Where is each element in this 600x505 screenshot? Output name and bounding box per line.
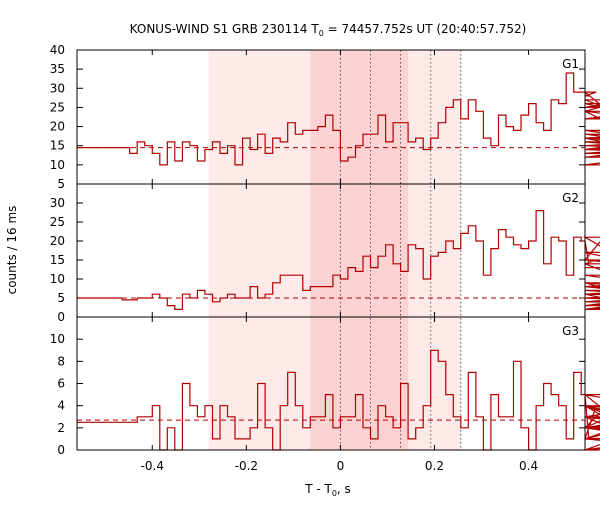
y-tick-label-G3-2: 2 [57,421,65,435]
panel-G2: 0 5 10 15 20 25 30 G2 [50,183,600,324]
panel-frame-G3 [76,316,586,451]
panel-label-G1: G1 [562,57,579,71]
y-tick-label-G2-30: 30 [50,196,65,210]
y-tick-label-G1-20: 20 [50,120,65,134]
lightcurve-G2 [77,210,600,310]
x-axis: -0.4 -0.2 0 0.2 0.4 [141,459,539,473]
x-axis-label: T - T0, s [304,482,351,498]
x-tick-label-0.4: 0.4 [519,459,538,473]
shaded-bands [208,50,461,450]
panel-G1: 5 10 15 20 25 30 35 40 G1 [50,43,600,191]
y-tick-label-G1-40: 40 [50,43,65,57]
y-tick-label-G1-30: 30 [50,81,65,95]
y-tick-label-G2-0: 0 [57,310,65,324]
y-tick-label-G3-10: 10 [50,332,65,346]
y-tick-label-G3-4: 4 [57,399,65,413]
y-axis-label: counts / 16 ms [5,206,19,295]
y-tick-label-G3-0: 0 [57,443,65,457]
y-tick-label-G1-5: 5 [57,177,65,191]
panel-label-G2: G2 [562,191,579,205]
lightcurve-G3 [77,349,600,451]
y-tick-label-G1-25: 25 [50,100,65,114]
shaded-region-dark-1 [310,50,409,450]
y-tick-label-G3-6: 6 [57,377,65,391]
x-tick-label--0.4: -0.4 [141,459,164,473]
y-tick-label-G2-25: 25 [50,215,65,229]
y-tick-label-G1-10: 10 [50,158,65,172]
chart-title: KONUS-WIND S1 GRB 230114 T0 = 74457.752s… [130,22,527,38]
y-tick-label-G2-20: 20 [50,234,65,248]
lightcurve-G1 [77,72,600,166]
y-tick-label-G3-8: 8 [57,354,65,368]
panels: 5 10 15 20 25 30 35 40 G1 0 5 10 15 20 25 30 G2 0 2 4 6 8 10 G3 [50,43,600,457]
panel-G3: 0 2 4 6 8 10 G3 [50,316,600,457]
y-tick-label-G2-10: 10 [50,272,65,286]
y-tick-label-G2-5: 5 [57,291,65,305]
y-tick-label-G1-35: 35 [50,62,65,76]
x-tick-label--0.2: -0.2 [235,459,258,473]
x-tick-label-0.2: 0.2 [425,459,444,473]
y-tick-label-G1-15: 15 [50,139,65,153]
panel-label-G3: G3 [562,324,579,338]
y-tick-label-G2-15: 15 [50,253,65,267]
x-tick-label-0: 0 [337,459,345,473]
